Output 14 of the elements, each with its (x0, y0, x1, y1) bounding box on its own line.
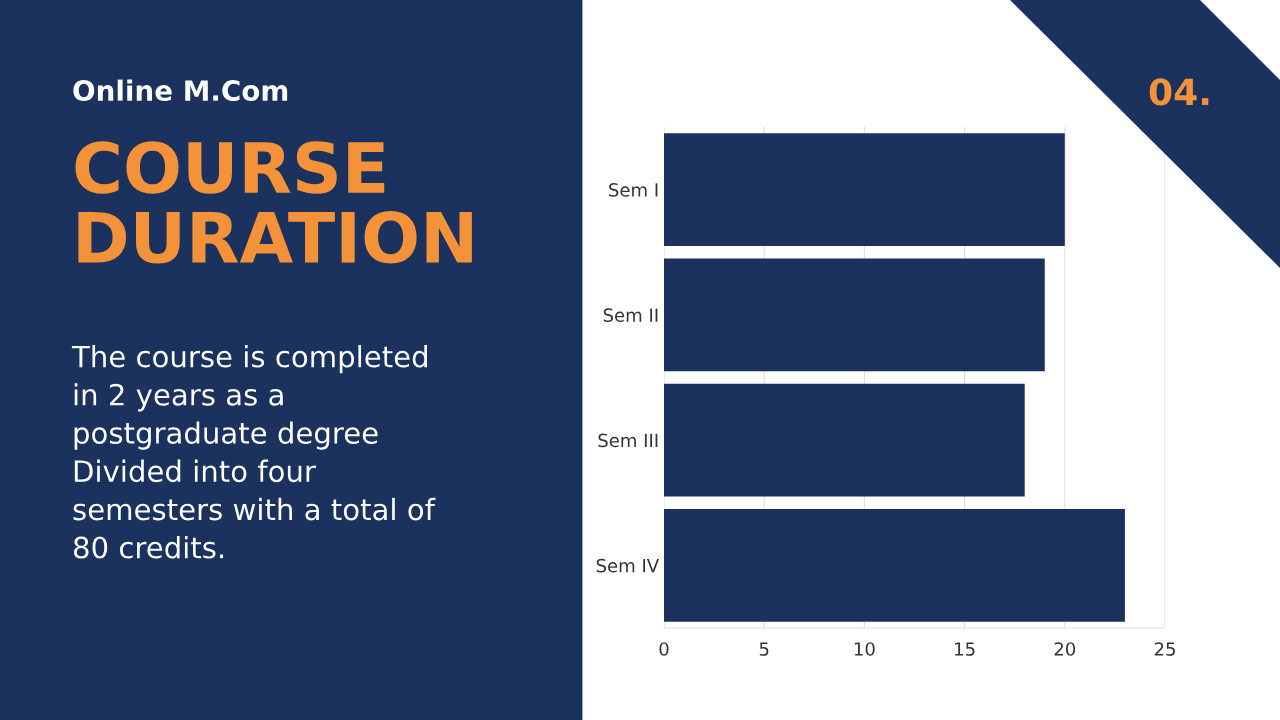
y-tick-label: Sem I (609, 183, 658, 197)
x-tick-label: 10 (854, 642, 875, 656)
x-tick-label: 5 (759, 642, 769, 656)
y-tick-label: Sem IV (596, 558, 659, 573)
x-tick-label: 15 (955, 642, 975, 656)
text: 04. (1149, 78, 1209, 106)
y-tick-label: Sem III (598, 433, 658, 448)
y-tick-label: Sem II (603, 308, 658, 322)
x-tick-label: 0 (659, 642, 669, 656)
text: COURSE DURATION (75, 141, 472, 264)
text: The course is completed in 2 years as a postgraduate degree Divided into four semesters with a total of 80 credits. (71, 345, 436, 559)
text: Online M.Com (73, 79, 288, 102)
x-tick-label: 20 (1054, 642, 1076, 656)
x-tick-label: 25 (1154, 642, 1175, 656)
